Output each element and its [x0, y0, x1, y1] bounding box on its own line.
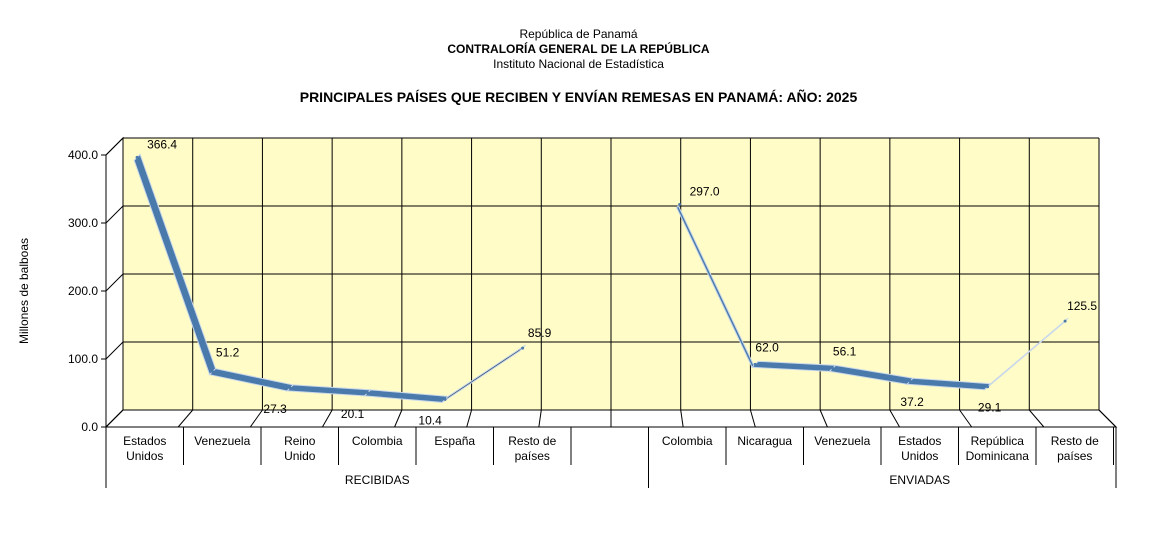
- gridline-floor: [249, 409, 263, 428]
- category-label: Colombia: [662, 434, 713, 448]
- data-point: [135, 155, 139, 159]
- data-point: [211, 370, 215, 374]
- category-label: Nicaragua: [737, 434, 792, 448]
- gridline-floor: [959, 409, 973, 428]
- data-label: 85.9: [528, 326, 552, 340]
- gridline-floor: [394, 409, 403, 428]
- category-label: países: [515, 449, 550, 463]
- gridline-side: [105, 273, 124, 292]
- y-tick-label: 300.0: [68, 216, 98, 230]
- group-label: RECIBIDAS: [345, 473, 410, 487]
- category-label: Colombia: [352, 434, 403, 448]
- group-label: ENVIADAS: [889, 473, 950, 487]
- data-point: [908, 379, 912, 383]
- y-tick-label: 100.0: [68, 352, 98, 366]
- floor-right-edge: [1098, 409, 1117, 428]
- data-point: [288, 386, 292, 390]
- data-point: [831, 366, 835, 370]
- data-label: 297.0: [690, 185, 720, 199]
- category-label: Dominicana: [966, 449, 1030, 463]
- data-label: 51.2: [216, 346, 240, 360]
- data-label: 29.1: [978, 401, 1002, 415]
- gridline-side: [105, 137, 124, 156]
- data-label: 20.1: [341, 407, 365, 421]
- gridline-floor: [889, 409, 901, 428]
- category-label: República: [971, 434, 1025, 448]
- category-label: Resto de: [1051, 434, 1099, 448]
- y-tick-label: 200.0: [68, 284, 98, 298]
- gridline-side: [105, 341, 124, 360]
- category-label: Venezuela: [814, 434, 870, 448]
- category-label: Unidos: [901, 449, 938, 463]
- data-point: [986, 385, 990, 389]
- category-label: Resto de: [508, 434, 556, 448]
- category-label: Estados: [898, 434, 941, 448]
- category-label: países: [1057, 449, 1092, 463]
- gridline-floor: [538, 409, 542, 428]
- gridline-floor: [177, 409, 194, 428]
- data-label: 56.1: [833, 344, 857, 358]
- category-label: España: [434, 434, 475, 448]
- data-label: 37.2: [900, 395, 924, 409]
- y-tick-label: 0.0: [81, 420, 98, 434]
- gridline-floor: [1028, 409, 1045, 428]
- data-point: [443, 397, 447, 401]
- category-label: Venezuela: [194, 434, 250, 448]
- data-point: [1063, 319, 1067, 323]
- y-tick-label: 400.0: [68, 148, 98, 162]
- data-point: [521, 346, 525, 350]
- category-label: Reino: [284, 434, 316, 448]
- gridline-floor: [466, 409, 473, 428]
- header-contraloria: CONTRALORÍA GENERAL DE LA REPÚBLICA: [447, 42, 710, 56]
- gridline-floor: [680, 409, 684, 428]
- data-point: [753, 362, 757, 366]
- header-institute: Instituto Nacional de Estadística: [493, 57, 664, 71]
- data-label: 10.4: [418, 413, 442, 427]
- data-label: 62.0: [755, 340, 779, 354]
- gridline-floor: [749, 409, 756, 428]
- category-label: Unido: [284, 449, 316, 463]
- y-axis-label: Millones de balboas: [17, 238, 31, 344]
- category-label: Unidos: [126, 449, 163, 463]
- header-republic: República de Panamá: [519, 27, 638, 41]
- data-label: 27.3: [263, 402, 287, 416]
- chart-title: PRINCIPALES PAÍSES QUE RECIBEN Y ENVÍAN …: [299, 89, 858, 105]
- gridline-floor: [819, 409, 828, 428]
- data-point: [678, 203, 682, 207]
- gridline-floor: [105, 409, 124, 428]
- category-label: Estados: [123, 434, 166, 448]
- data-point: [366, 391, 370, 395]
- gridline-side: [105, 205, 124, 224]
- data-label: 366.4: [147, 137, 177, 151]
- data-label: 125.5: [1067, 299, 1097, 313]
- gridline-floor: [321, 409, 333, 428]
